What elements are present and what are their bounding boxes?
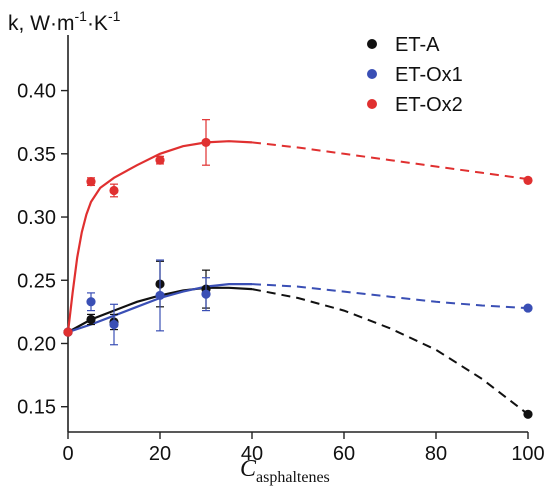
y-axis-label: k, W·m-1·K-1 xyxy=(8,8,121,35)
y-tick-label: 0.30 xyxy=(17,207,56,229)
fit-dashed-et-ox2 xyxy=(251,141,529,181)
y-tick-label: 0.25 xyxy=(17,270,56,292)
fit-dashed-et-ox1 xyxy=(251,283,529,310)
x-axis-label: Casphaltenes xyxy=(240,456,330,486)
x-label-sub: asphaltenes xyxy=(256,469,330,486)
y-tick-label: 0.20 xyxy=(17,333,56,355)
point-et-a xyxy=(523,409,533,419)
point-et-ox2 xyxy=(86,177,96,187)
x-tick-label: 100 xyxy=(511,443,544,465)
x-tick-label: 0 xyxy=(62,443,73,465)
fit-dashed-et-a xyxy=(251,288,529,416)
legend-label-et-ox2: ET-Ox2 xyxy=(395,94,463,116)
point-et-a xyxy=(86,314,96,325)
y-label-exp2: -1 xyxy=(108,8,121,24)
point-et-ox2 xyxy=(523,175,533,185)
legend: ET-A ET-Ox1 ET-Ox2 xyxy=(367,34,463,116)
y-label-base: k, W·m xyxy=(8,12,74,35)
x-tick-label: 80 xyxy=(425,443,447,465)
point-et-ox2 xyxy=(201,137,211,148)
legend-marker-et-ox2 xyxy=(367,99,377,109)
point-et-ox2 xyxy=(155,155,165,165)
x-tick-label: 60 xyxy=(333,443,355,465)
y-tick-label: 0.40 xyxy=(17,81,56,103)
y-tick-label: 0.15 xyxy=(17,397,56,419)
x-tick-label: 40 xyxy=(241,443,263,465)
point-et-ox1 xyxy=(201,289,211,299)
y-label-exp1: -1 xyxy=(74,8,87,24)
legend-label-et-a: ET-A xyxy=(395,34,440,56)
point-et-ox2 xyxy=(109,185,119,196)
data-points xyxy=(63,119,533,419)
point-et-ox1 xyxy=(109,319,119,330)
y-tick-label: 0.35 xyxy=(17,144,56,166)
y-label-mid: ·K xyxy=(87,12,108,35)
point-et-ox1 xyxy=(155,290,165,301)
legend-marker-et-ox1 xyxy=(367,69,377,79)
point-et-ox1 xyxy=(86,297,96,307)
legend-label-et-ox1: ET-Ox1 xyxy=(395,64,463,86)
x-tick-label: 20 xyxy=(149,443,171,465)
fit-lines xyxy=(66,140,529,416)
axes: 0.15 0.20 0.25 0.30 0.35 0.40 0 20 40 60 80 100 xyxy=(17,35,545,465)
legend-marker-et-a xyxy=(367,39,377,49)
point-et-ox2 xyxy=(63,327,73,337)
x-label-main: C xyxy=(240,456,257,482)
point-et-ox1 xyxy=(523,303,533,313)
